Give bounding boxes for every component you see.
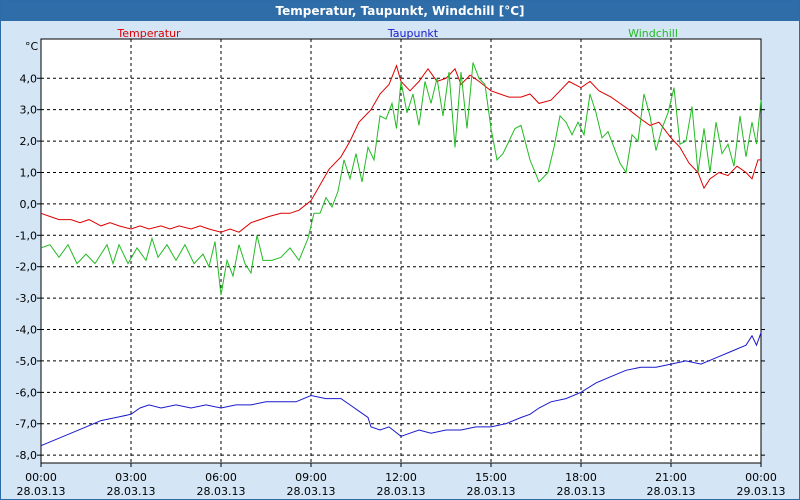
series-line-temperatur (40, 64, 761, 233)
window-title: Temperatur, Taupunkt, Windchill [°C] (1, 1, 799, 21)
grid-lines (41, 39, 761, 463)
y-tick-label: -2,0 (16, 261, 37, 274)
y-tick-label: 2,0 (20, 135, 38, 148)
y-tick-label: -8,0 (16, 449, 37, 462)
legend-entry-taupunkt: Taupunkt (387, 27, 439, 40)
x-tick-time-label: 21:00 (655, 471, 687, 484)
y-tick-label: -5,0 (16, 355, 37, 368)
series-line-taupunkt (40, 332, 762, 447)
x-tick-time-label: 09:00 (295, 471, 327, 484)
y-axis-ticks: 4,0 3,0 2,0 1,0 0,0 -1,0 -2,0 -3,0 -4,0 -5,0 -6,0 -… (16, 72, 765, 462)
x-tick-time-label: 03:00 (115, 471, 147, 484)
x-tick-date-label: 28.03.13 (557, 485, 606, 498)
chart: 4,0 3,0 2,0 1,0 0,0 -1,0 -2,0 -3,0 -4,0 -5,0 -6,0 -… (16, 27, 786, 498)
y-tick-label: 1,0 (20, 166, 38, 179)
x-tick-date-label: 28.03.13 (197, 485, 246, 498)
x-tick-date-label: 28.03.13 (377, 485, 426, 498)
x-tick-date-label: 28.03.13 (107, 485, 156, 498)
x-tick-date-label: 28.03.13 (17, 485, 66, 498)
y-tick-label: 0,0 (20, 198, 38, 211)
x-tick-time-label: 00:00 (25, 471, 57, 484)
x-tick-time-label: 00:00 (745, 471, 777, 484)
legend-entry-temperatur: Temperatur (116, 27, 181, 40)
x-tick-time-label: 18:00 (565, 471, 597, 484)
y-tick-label: -4,0 (16, 324, 37, 337)
legend-entry-windchill: Windchill (628, 27, 678, 40)
y-tick-label: 4,0 (20, 72, 38, 85)
y-tick-label: -3,0 (16, 292, 37, 305)
x-tick-time-label: 06:00 (205, 471, 237, 484)
x-axis-ticks: 00:0028.03.1303:0028.03.1306:0028.03.130… (17, 463, 786, 498)
y-tick-label: -6,0 (16, 386, 37, 399)
x-tick-date-label: 28.03.13 (287, 485, 336, 498)
series-layer (40, 62, 762, 447)
y-tick-label: -1,0 (16, 229, 37, 242)
x-tick-date-label: 28.03.13 (467, 485, 516, 498)
series-line-windchill (40, 62, 762, 296)
x-tick-date-label: 29.03.13 (737, 485, 786, 498)
y-axis-unit-label: °C (25, 40, 39, 53)
legend: Temperatur Taupunkt Windchill (116, 27, 678, 40)
x-tick-time-label: 12:00 (385, 471, 417, 484)
y-tick-label: -7,0 (16, 418, 37, 431)
x-tick-time-label: 15:00 (475, 471, 507, 484)
y-tick-label: 3,0 (20, 104, 38, 117)
x-tick-date-label: 28.03.13 (647, 485, 696, 498)
